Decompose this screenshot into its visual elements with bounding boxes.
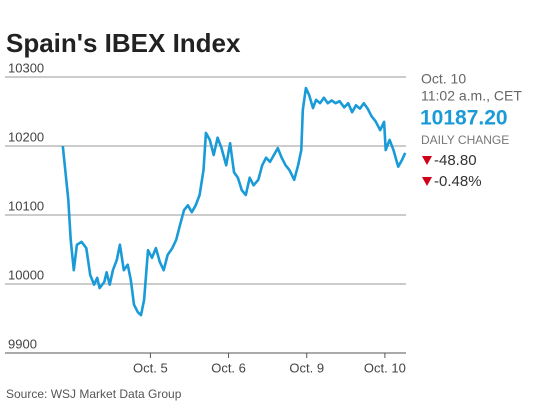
y-tick-label: 10000	[8, 267, 44, 282]
down-arrow	[422, 177, 432, 186]
panel-date: Oct. 10	[421, 71, 466, 87]
chart-title: Spain's IBEX Index	[6, 28, 241, 58]
panel-change-pct: -0.48%	[434, 173, 482, 190]
panel-change-label: DAILY CHANGE	[421, 133, 509, 147]
x-tick-label: Oct. 5	[133, 360, 168, 375]
x-tick-label: Oct. 6	[211, 360, 246, 375]
y-tick-label: 10200	[8, 129, 44, 144]
y-tick-label: 9900	[8, 336, 37, 351]
source: Source: WSJ Market Data Group	[6, 387, 182, 401]
y-tick-label: 10300	[8, 60, 44, 75]
panel-change: -48.80	[434, 152, 477, 169]
y-tick-label: 10100	[8, 198, 44, 213]
down-arrow	[422, 156, 432, 165]
x-tick-label: Oct. 10	[364, 360, 406, 375]
panel-time: 11:02 a.m., CET	[421, 88, 522, 104]
panel-price: 10187.20	[420, 107, 508, 130]
x-tick-label: Oct. 9	[289, 360, 324, 375]
price-line	[61, 86, 407, 317]
